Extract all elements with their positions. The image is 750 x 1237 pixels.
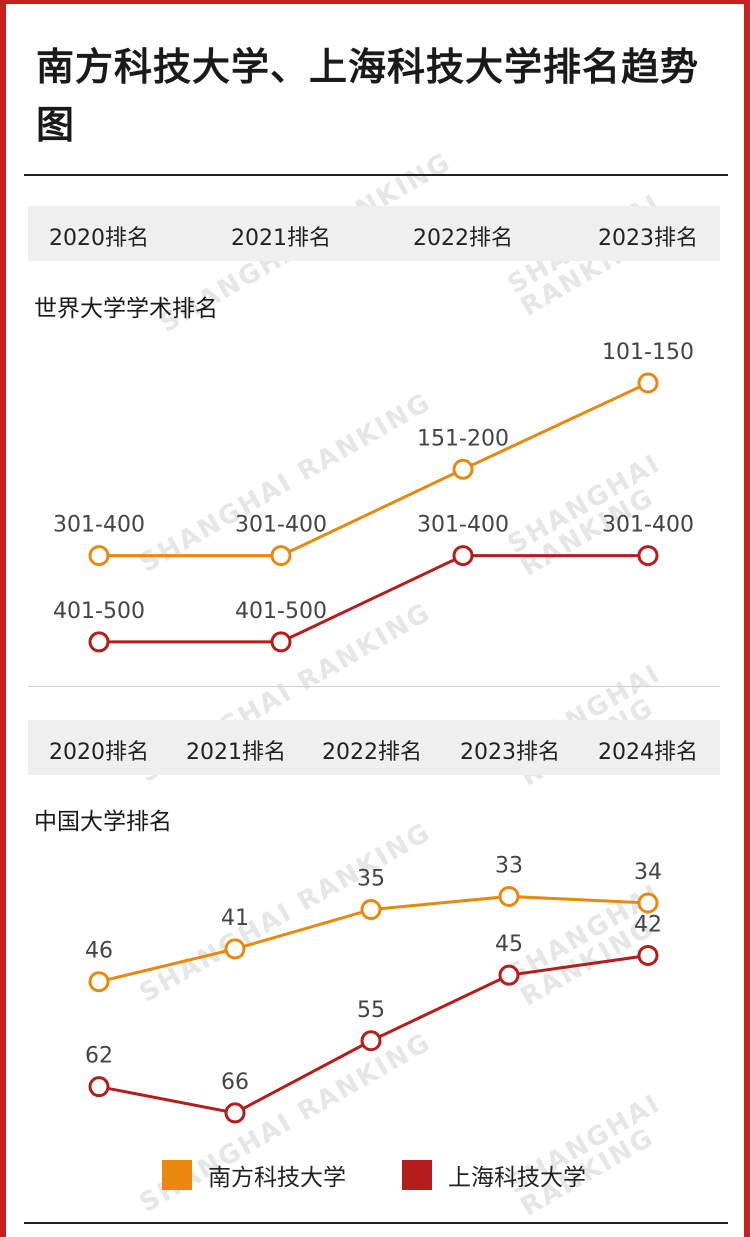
- data-label: 301-400: [417, 513, 509, 538]
- data-point: [498, 964, 520, 986]
- year-label: 2023排名: [460, 740, 560, 765]
- section-title-world: 世界大学学术排名: [34, 296, 218, 322]
- bottom-divider: [24, 1222, 728, 1224]
- year-label: 2024排名: [598, 740, 698, 765]
- year-label: 2021排名: [186, 740, 286, 765]
- legend-swatch-orange: [162, 1160, 192, 1190]
- data-label: 151-200: [417, 426, 509, 451]
- year-label: 2023排名: [598, 226, 698, 251]
- title-divider: [24, 174, 728, 176]
- data-point: [637, 545, 659, 567]
- data-point: [360, 1030, 382, 1052]
- data-label: 42: [634, 912, 662, 937]
- series-line: [99, 381, 649, 558]
- data-point: [224, 1102, 246, 1124]
- data-label: 66: [221, 1070, 249, 1095]
- legend-label: 上海科技大学: [448, 1165, 586, 1191]
- data-label: 45: [495, 932, 523, 957]
- data-point: [452, 458, 474, 480]
- data-label: 301-400: [602, 513, 694, 538]
- data-point: [498, 885, 520, 907]
- data-label: 62: [85, 1044, 113, 1069]
- year-label: 2020排名: [49, 740, 149, 765]
- data-label: 46: [85, 939, 113, 964]
- legend: 南方科技大学 上海科技大学: [0, 1158, 750, 1198]
- data-point: [360, 899, 382, 921]
- data-point: [224, 938, 246, 960]
- data-point: [88, 1076, 110, 1098]
- data-label: 35: [357, 867, 385, 892]
- legend-item-shanghaitech: 上海科技大学: [402, 1158, 586, 1192]
- data-label: 55: [357, 998, 385, 1023]
- year-band-china: 2020排名 2021排名 2022排名 2023排名 2024排名: [28, 720, 720, 775]
- legend-swatch-red: [402, 1160, 432, 1190]
- data-point: [637, 944, 659, 966]
- data-label: 301-400: [235, 513, 327, 538]
- data-point: [88, 545, 110, 567]
- page-title: 南方科技大学、上海科技大学排名趋势图: [36, 45, 700, 147]
- series-line: [99, 554, 648, 644]
- data-point: [270, 631, 292, 653]
- section-divider: [28, 686, 720, 687]
- data-label: 101-150: [602, 340, 694, 365]
- section-title-china: 中国大学排名: [34, 809, 172, 835]
- legend-item-sustech: 南方科技大学: [162, 1158, 346, 1192]
- data-label: 401-500: [53, 599, 145, 624]
- data-label: 33: [495, 853, 523, 878]
- year-label: 2021排名: [231, 226, 331, 251]
- data-point: [270, 545, 292, 567]
- year-label: 2022排名: [322, 740, 422, 765]
- data-point: [452, 545, 474, 567]
- data-label: 34: [634, 860, 662, 885]
- data-point: [637, 372, 659, 394]
- legend-label: 南方科技大学: [208, 1165, 346, 1191]
- year-label: 2022排名: [413, 226, 513, 251]
- data-label: 41: [221, 906, 249, 931]
- data-point: [88, 631, 110, 653]
- data-label: 301-400: [53, 513, 145, 538]
- data-point: [637, 892, 659, 914]
- data-point: [88, 971, 110, 993]
- data-label: 401-500: [235, 599, 327, 624]
- year-label: 2020排名: [49, 226, 149, 251]
- year-band-world: 2020排名 2021排名 2022排名 2023排名: [28, 206, 720, 261]
